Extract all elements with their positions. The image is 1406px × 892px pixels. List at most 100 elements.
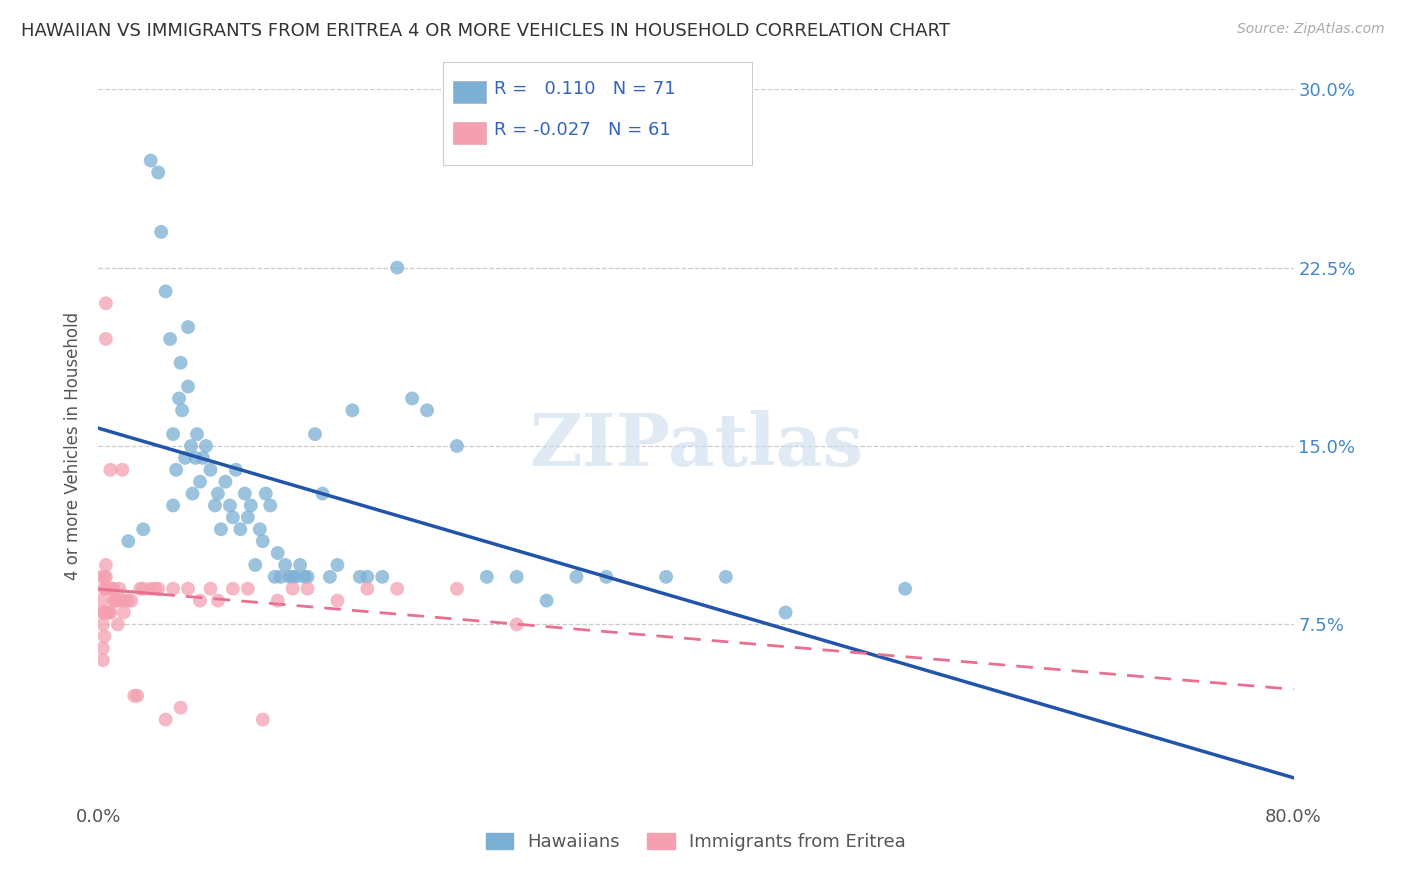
Point <box>236 582 259 596</box>
Point <box>169 356 191 370</box>
Point <box>714 570 737 584</box>
Point <box>506 570 529 584</box>
Point <box>385 582 409 596</box>
Point <box>219 499 242 513</box>
Point <box>93 582 115 596</box>
Point <box>349 570 371 584</box>
Point <box>475 570 498 584</box>
Point <box>252 534 274 549</box>
Point <box>385 260 409 275</box>
Point <box>90 593 112 607</box>
Point <box>98 606 122 620</box>
Point <box>288 558 311 572</box>
Point <box>114 593 136 607</box>
Y-axis label: 4 or more Vehicles in Household: 4 or more Vehicles in Household <box>65 312 83 580</box>
Point <box>94 558 117 572</box>
Point <box>401 392 423 406</box>
Point <box>775 606 797 620</box>
Point <box>112 606 135 620</box>
Point <box>239 499 262 513</box>
Point <box>595 570 617 584</box>
Point <box>105 593 128 607</box>
Point <box>98 582 122 596</box>
Point <box>162 582 184 596</box>
Point <box>180 439 202 453</box>
Point <box>188 475 211 489</box>
Point <box>894 582 917 596</box>
Point <box>117 534 139 549</box>
Point <box>94 570 117 584</box>
Point <box>103 593 125 607</box>
Point <box>233 486 256 500</box>
Point <box>90 570 112 584</box>
Point <box>91 617 114 632</box>
Point <box>177 379 200 393</box>
Point <box>155 713 177 727</box>
Point <box>94 296 117 310</box>
Point <box>108 582 131 596</box>
Point <box>304 427 326 442</box>
Point <box>446 582 468 596</box>
Point <box>162 427 184 442</box>
Point <box>91 641 114 656</box>
Point <box>356 582 378 596</box>
Legend: Hawaiians, Immigrants from Eritrea: Hawaiians, Immigrants from Eritrea <box>479 825 912 858</box>
Point <box>342 403 364 417</box>
Point <box>94 332 117 346</box>
Point <box>174 450 197 465</box>
Point <box>254 486 277 500</box>
Point <box>214 475 236 489</box>
Point <box>97 606 120 620</box>
Point <box>159 332 181 346</box>
Point <box>167 392 190 406</box>
Point <box>284 570 307 584</box>
Point <box>222 510 245 524</box>
Point <box>186 427 208 442</box>
Point <box>311 486 333 500</box>
Point <box>117 593 139 607</box>
Point <box>107 617 129 632</box>
Point <box>297 570 319 584</box>
Point <box>132 582 155 596</box>
Point <box>356 570 378 584</box>
Point <box>281 582 304 596</box>
Text: Source: ZipAtlas.com: Source: ZipAtlas.com <box>1237 22 1385 37</box>
Point <box>236 510 259 524</box>
Point <box>263 570 285 584</box>
Point <box>207 486 229 500</box>
Point <box>259 499 281 513</box>
Text: R = -0.027   N = 61: R = -0.027 N = 61 <box>494 121 671 139</box>
Point <box>148 582 170 596</box>
Point <box>155 285 177 299</box>
Text: R =   0.110   N = 71: R = 0.110 N = 71 <box>494 80 675 98</box>
Point <box>162 499 184 513</box>
Point <box>139 582 162 596</box>
Point <box>565 570 588 584</box>
Point <box>91 653 114 667</box>
Point <box>536 593 558 607</box>
Point <box>101 582 124 596</box>
Point <box>181 486 204 500</box>
Point <box>270 570 292 584</box>
Text: HAWAIIAN VS IMMIGRANTS FROM ERITREA 4 OR MORE VEHICLES IN HOUSEHOLD CORRELATION : HAWAIIAN VS IMMIGRANTS FROM ERITREA 4 OR… <box>21 22 950 40</box>
Point <box>371 570 394 584</box>
Point <box>281 570 304 584</box>
Point <box>209 522 232 536</box>
Point <box>127 689 149 703</box>
Point <box>200 463 222 477</box>
Point <box>143 582 166 596</box>
Point <box>96 582 118 596</box>
Point <box>222 582 245 596</box>
Text: ZIPatlas: ZIPatlas <box>529 410 863 482</box>
Point <box>94 582 117 596</box>
Point <box>98 463 122 477</box>
Point <box>326 593 349 607</box>
Point <box>319 570 342 584</box>
Point <box>207 593 229 607</box>
Point <box>655 570 678 584</box>
Point <box>104 593 127 607</box>
Point <box>252 713 274 727</box>
Point <box>93 629 115 643</box>
Point <box>200 582 222 596</box>
Point <box>446 439 468 453</box>
